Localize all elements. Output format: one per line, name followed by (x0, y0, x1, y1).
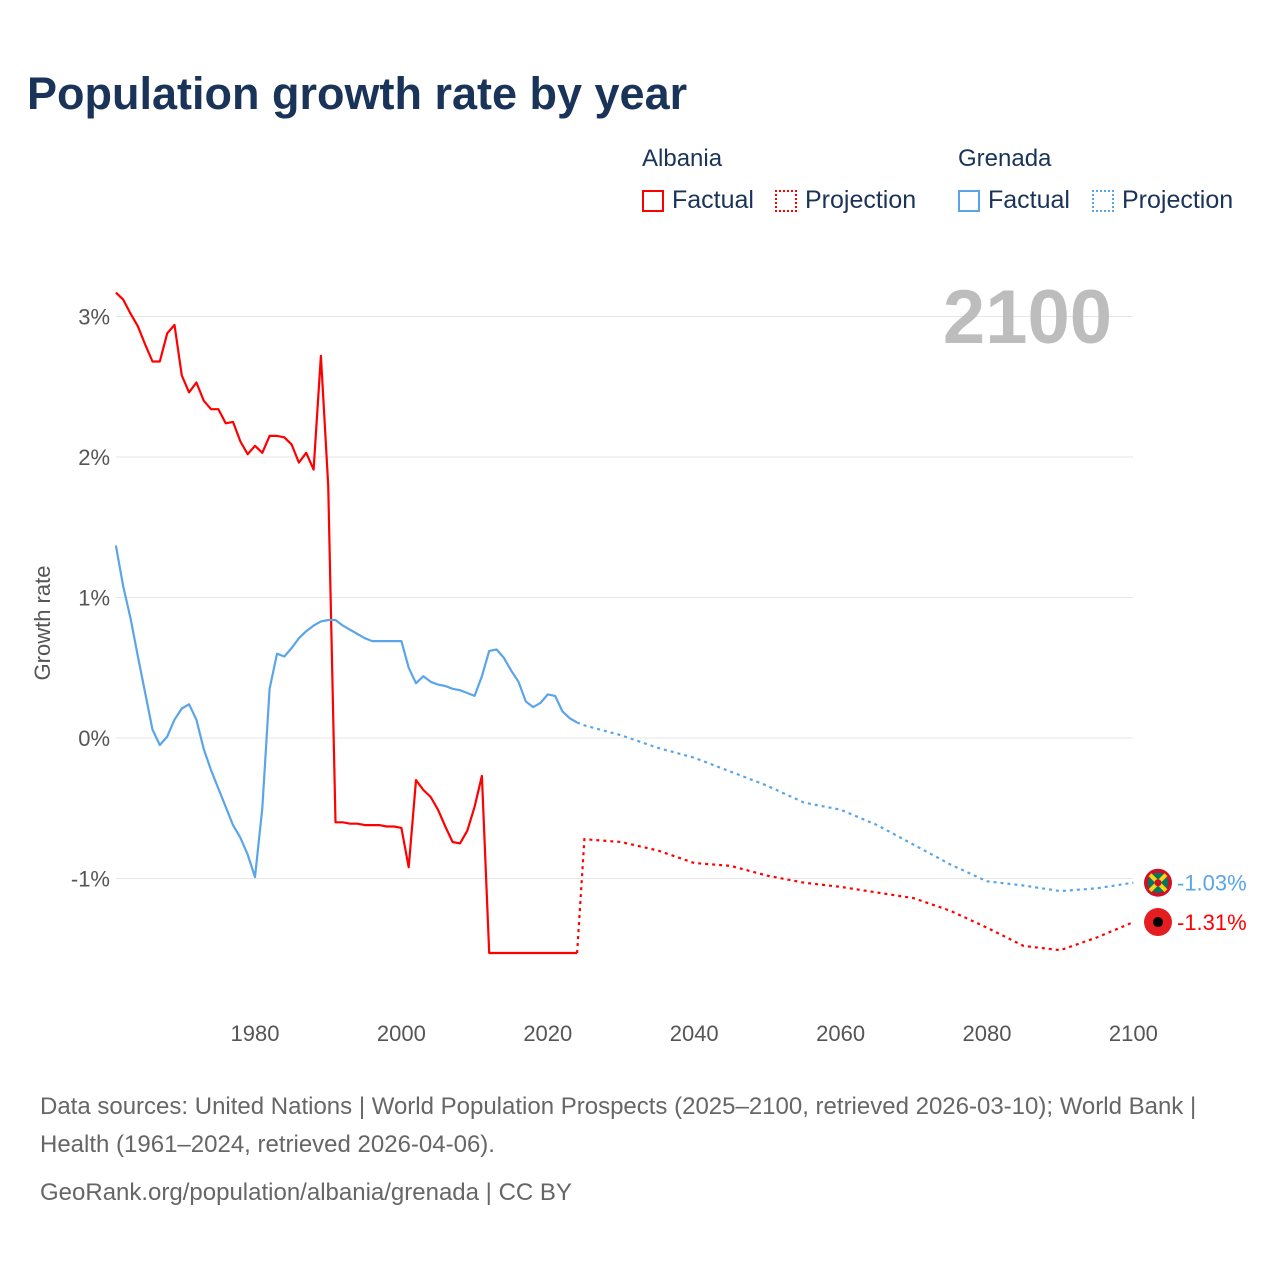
legend-swatch (958, 189, 980, 212)
line-albania-projection (576, 838, 1134, 954)
end-label-grenada: -1.03% (1177, 871, 1247, 896)
legend-label: Projection (805, 186, 917, 214)
legend-group-albania: Albania (642, 145, 723, 172)
data-sources: Data sources: United Nations | World Pop… (40, 1093, 1197, 1158)
y-tick-label: -1% (71, 867, 110, 892)
x-tick-label: 2060 (816, 1021, 865, 1046)
x-tick-label: 2000 (377, 1021, 426, 1046)
y-axis-label: Growth rate (30, 566, 55, 681)
legend-label: Factual (988, 186, 1070, 214)
albania-eagle-icon (1153, 917, 1163, 928)
legend-grenada-projection[interactable]: Projection (1092, 186, 1233, 215)
y-tick-label: 2% (78, 445, 110, 470)
y-tick-label: 0% (78, 726, 110, 751)
legend-grenada-factual[interactable]: Factual (958, 186, 1070, 215)
x-tick-label: 2080 (963, 1021, 1012, 1046)
x-tick-label: 2020 (523, 1021, 572, 1046)
y-tick-label: 1% (78, 586, 110, 611)
legend-label: Factual (672, 186, 754, 214)
legend-swatch (775, 189, 797, 212)
x-tick-label: 2040 (670, 1021, 719, 1046)
line-albania-factual (115, 291, 578, 955)
legend-albania-projection[interactable]: Projection (775, 186, 916, 215)
legend-swatch (1092, 189, 1114, 212)
legend-swatch (642, 189, 664, 212)
x-tick-label: 1980 (231, 1021, 280, 1046)
line-grenada-projection (576, 721, 1134, 893)
year-label: 2100 (943, 275, 1112, 360)
x-tick-label: 2100 (1109, 1021, 1158, 1046)
chart-plot: 3% 2% 1% 0% -1% 1980 2000 2020 2040 2060 2080 2100 G… (30, 275, 1247, 1046)
grenada-flag-center (1154, 879, 1162, 887)
y-tick-label: 3% (78, 305, 110, 330)
legend-albania-factual[interactable]: Factual (642, 186, 754, 215)
legend-label: Projection (1122, 186, 1234, 214)
chart-title: Population growth rate by year (27, 68, 688, 119)
end-label-albania: -1.31% (1177, 910, 1247, 935)
legend-group-grenada: Grenada (958, 145, 1052, 172)
line-grenada-factual (114, 545, 578, 879)
credit: GeoRank.org/population/albania/grenada |… (40, 1179, 572, 1206)
footer: Data sources: United Nations | World Pop… (40, 1088, 1240, 1212)
